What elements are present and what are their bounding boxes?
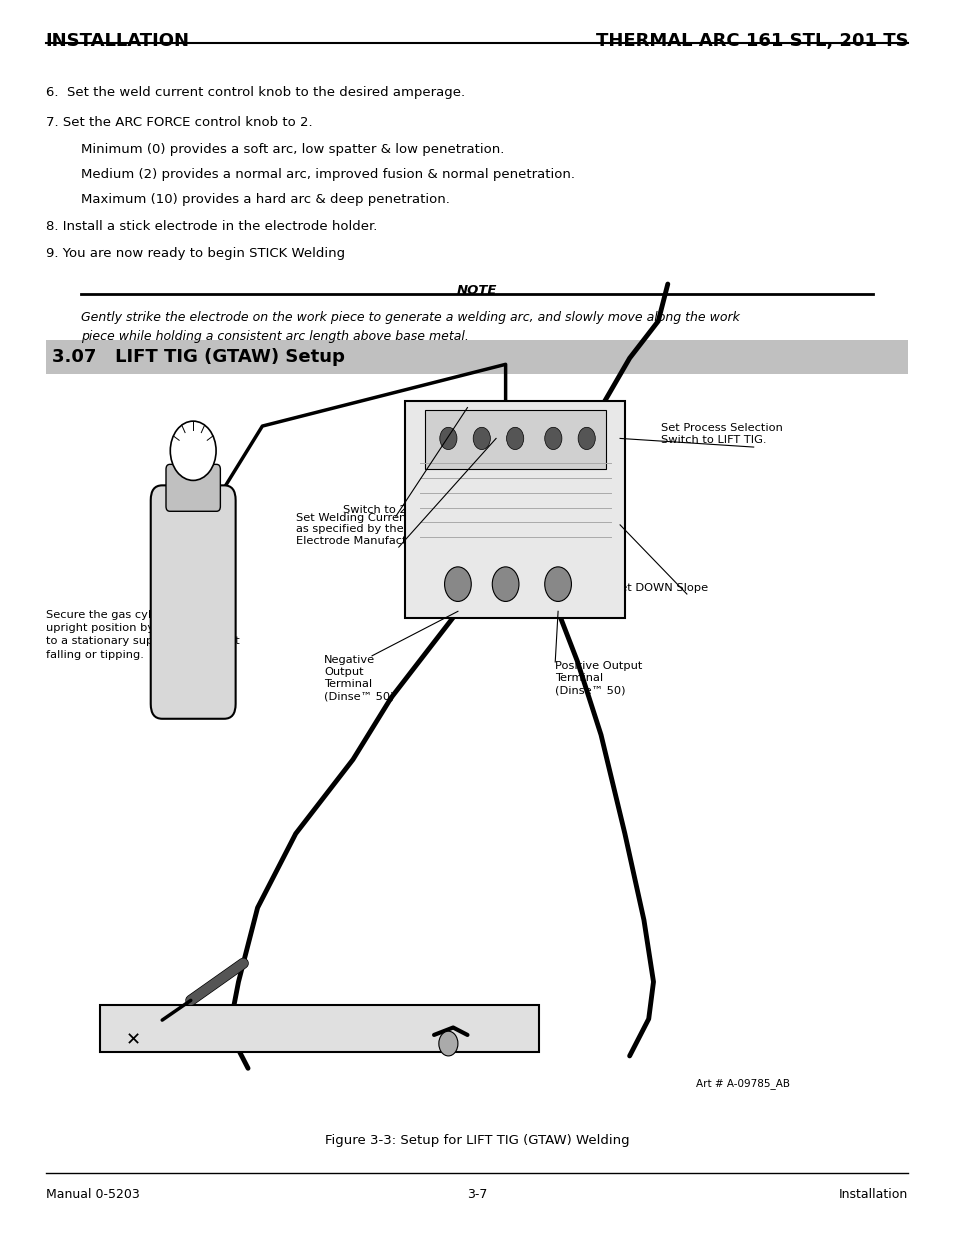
Text: Positive Output
Terminal
(Dinse™ 50): Positive Output Terminal (Dinse™ 50) [555, 661, 642, 695]
Circle shape [444, 567, 471, 601]
Text: 6.  Set the weld current control knob to the desired amperage.: 6. Set the weld current control knob to … [46, 86, 464, 100]
FancyBboxPatch shape [424, 410, 605, 469]
Text: 9. You are now ready to begin STICK Welding: 9. You are now ready to begin STICK Weld… [46, 247, 345, 261]
Circle shape [544, 567, 571, 601]
Text: Figure 3-3: Setup for LIFT TIG (GTAW) Welding: Figure 3-3: Setup for LIFT TIG (GTAW) We… [324, 1134, 629, 1147]
Text: piece while holding a consistent arc length above base metal.: piece while holding a consistent arc len… [81, 330, 469, 343]
Circle shape [506, 427, 523, 450]
Text: INSTALLATION: INSTALLATION [46, 32, 190, 51]
FancyBboxPatch shape [151, 485, 235, 719]
Text: Secure the gas cylinder in an
upright position by chaining it
to a stationary su: Secure the gas cylinder in an upright po… [46, 610, 239, 659]
Text: Set DOWN Slope: Set DOWN Slope [613, 583, 708, 593]
Text: 7. Set the ARC FORCE control knob to 2.: 7. Set the ARC FORCE control knob to 2. [46, 116, 312, 130]
FancyBboxPatch shape [46, 340, 907, 374]
Text: 3.07   LIFT TIG (GTAW) Setup: 3.07 LIFT TIG (GTAW) Setup [52, 348, 345, 366]
FancyBboxPatch shape [100, 1005, 538, 1052]
Circle shape [170, 421, 215, 480]
Circle shape [438, 1031, 457, 1056]
Circle shape [473, 427, 490, 450]
Text: Set Process Selection
Switch to LIFT TIG.: Set Process Selection Switch to LIFT TIG… [660, 424, 782, 445]
Circle shape [492, 567, 518, 601]
Text: Maximum (10) provides a hard arc & deep penetration.: Maximum (10) provides a hard arc & deep … [81, 193, 450, 206]
Circle shape [578, 427, 595, 450]
Text: Set Welding Current
as specified by the
Electrode Manufacturer.: Set Welding Current as specified by the … [295, 513, 432, 546]
Text: ✕: ✕ [126, 1031, 141, 1049]
Circle shape [439, 427, 456, 450]
FancyBboxPatch shape [166, 464, 220, 511]
Text: THERMAL ARC 161 STL, 201 TS: THERMAL ARC 161 STL, 201 TS [595, 32, 907, 51]
Text: NOTE: NOTE [456, 284, 497, 298]
Text: Art # A-09785_AB: Art # A-09785_AB [696, 1078, 790, 1089]
FancyBboxPatch shape [405, 401, 624, 618]
Text: Installation: Installation [838, 1188, 907, 1202]
Text: Negative
Output
Terminal
(Dinse™ 50): Negative Output Terminal (Dinse™ 50) [324, 655, 395, 701]
Text: Switch to 2T/4T: Switch to 2T/4T [343, 505, 432, 515]
Text: Minimum (0) provides a soft arc, low spatter & low penetration.: Minimum (0) provides a soft arc, low spa… [81, 143, 504, 157]
Circle shape [544, 427, 561, 450]
Text: Gently strike the electrode on the work piece to generate a welding arc, and slo: Gently strike the electrode on the work … [81, 311, 740, 325]
Text: 3-7: 3-7 [466, 1188, 487, 1202]
Text: Manual 0-5203: Manual 0-5203 [46, 1188, 139, 1202]
Text: Medium (2) provides a normal arc, improved fusion & normal penetration.: Medium (2) provides a normal arc, improv… [81, 168, 575, 182]
Text: 8. Install a stick electrode in the electrode holder.: 8. Install a stick electrode in the elec… [46, 220, 376, 233]
